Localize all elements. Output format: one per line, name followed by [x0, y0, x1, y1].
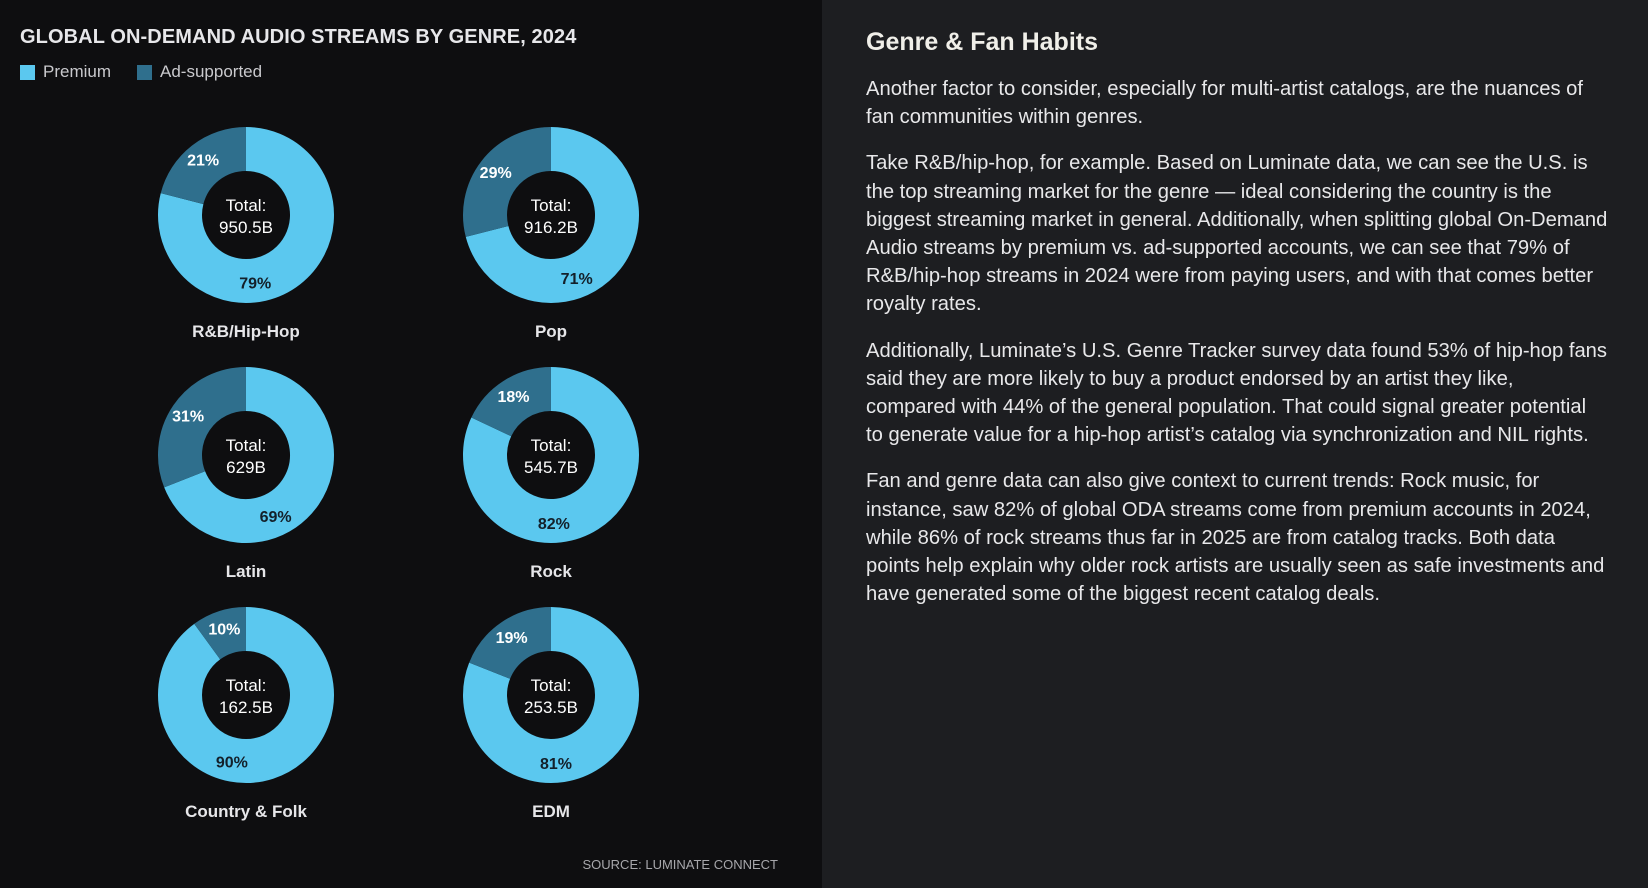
genre-label-latin: Latin	[226, 562, 267, 581]
ad-supported-label-pop: 29%	[480, 165, 512, 182]
legend-label-premium: Premium	[43, 62, 112, 81]
total-label-r-b-hip-hop: Total:	[226, 196, 267, 215]
text-panel: Genre & Fan Habits Another factor to con…	[822, 0, 1648, 888]
ad-supported-label-latin: 31%	[172, 409, 204, 426]
slice-premium-r-b-hip-hop	[158, 127, 334, 303]
slice-ad-supported-r-b-hip-hop	[160, 127, 248, 206]
legend-swatch-ad-supported	[137, 64, 153, 80]
total-label-pop: Total:	[531, 196, 572, 215]
chart-title: GLOBAL ON-DEMAND AUDIO STREAMS BY GENRE,…	[20, 26, 577, 48]
paragraph-1: Another factor to consider, especially f…	[866, 78, 1584, 129]
ad-supported-label-edm: 19%	[496, 630, 528, 647]
total-value-country-folk: 162.5B	[219, 698, 273, 717]
donut-charts: 79% 21% Total: 950.5B R&B/Hip-Hop 71% 29% Total…	[158, 127, 639, 821]
legend-label-ad-supported: Ad-supported	[160, 62, 263, 81]
slice-ad-supported-pop	[463, 127, 553, 237]
total-label-country-folk: Total:	[226, 676, 267, 695]
premium-label-country-folk: 90%	[216, 755, 248, 772]
donut-country-folk: 90% 10% Total: 162.5B Country & Folk	[158, 607, 334, 821]
genre-label-country-folk: Country & Folk	[185, 802, 307, 821]
slice-premium-latin	[164, 367, 334, 543]
premium-label-edm: 81%	[540, 756, 572, 773]
total-value-r-b-hip-hop: 950.5B	[219, 218, 273, 237]
paragraph-3: Additionally, Luminate’s U.S. Genre Trac…	[866, 339, 1607, 447]
genre-label-r-b-hip-hop: R&B/Hip-Hop	[192, 322, 300, 341]
slice-premium-pop	[465, 127, 639, 303]
slice-premium-rock	[463, 367, 639, 543]
chart-legend: Premium Ad-supported	[20, 62, 262, 82]
paragraph-4: Fan and genre data can also give context…	[866, 470, 1605, 606]
premium-label-rock: 82%	[538, 516, 570, 533]
paragraph-2: Take R&B/hip-hop, for example. Based on …	[866, 152, 1608, 316]
donut-r-b-hip-hop: 79% 21% Total: 950.5B R&B/Hip-Hop	[158, 127, 334, 341]
chart-source: SOURCE: LUMINATE CONNECT	[582, 857, 779, 872]
chart-panel: GLOBAL ON-DEMAND AUDIO STREAMS BY GENRE,…	[0, 0, 822, 888]
premium-label-pop: 71%	[561, 271, 593, 288]
slice-ad-supported-rock	[471, 367, 552, 438]
total-value-latin: 629B	[226, 458, 266, 477]
donut-edm: 81% 19% Total: 253.5B EDM	[463, 607, 639, 821]
donut-latin: 69% 31% Total: 629B Latin	[158, 367, 334, 581]
total-value-pop: 916.2B	[524, 218, 578, 237]
ad-supported-label-country-folk: 10%	[208, 621, 240, 638]
legend-item-premium: Premium	[20, 62, 111, 82]
premium-label-latin: 69%	[260, 509, 292, 526]
premium-label-r-b-hip-hop: 79%	[239, 275, 271, 292]
slice-ad-supported-edm	[469, 607, 553, 680]
total-label-rock: Total:	[531, 436, 572, 455]
ad-supported-label-rock: 18%	[497, 389, 529, 406]
donut-pop: 71% 29% Total: 916.2B Pop	[463, 127, 639, 341]
ad-supported-label-r-b-hip-hop: 21%	[187, 153, 219, 170]
genre-label-edm: EDM	[532, 802, 570, 821]
genre-label-rock: Rock	[530, 562, 572, 581]
total-label-edm: Total:	[531, 676, 572, 695]
slice-ad-supported-latin	[158, 367, 248, 488]
legend-item-ad-supported: Ad-supported	[137, 62, 262, 82]
legend-swatch-premium	[20, 64, 35, 80]
section-heading: Genre & Fan Habits	[866, 28, 1098, 56]
total-label-latin: Total:	[226, 436, 267, 455]
slice-ad-supported-country-folk	[194, 607, 247, 660]
total-value-rock: 545.7B	[524, 458, 578, 477]
total-value-edm: 253.5B	[524, 698, 578, 717]
slice-premium-edm	[463, 607, 639, 783]
donut-rock: 82% 18% Total: 545.7B Rock	[463, 367, 639, 581]
slice-premium-country-folk	[158, 607, 334, 783]
genre-label-pop: Pop	[535, 322, 567, 341]
